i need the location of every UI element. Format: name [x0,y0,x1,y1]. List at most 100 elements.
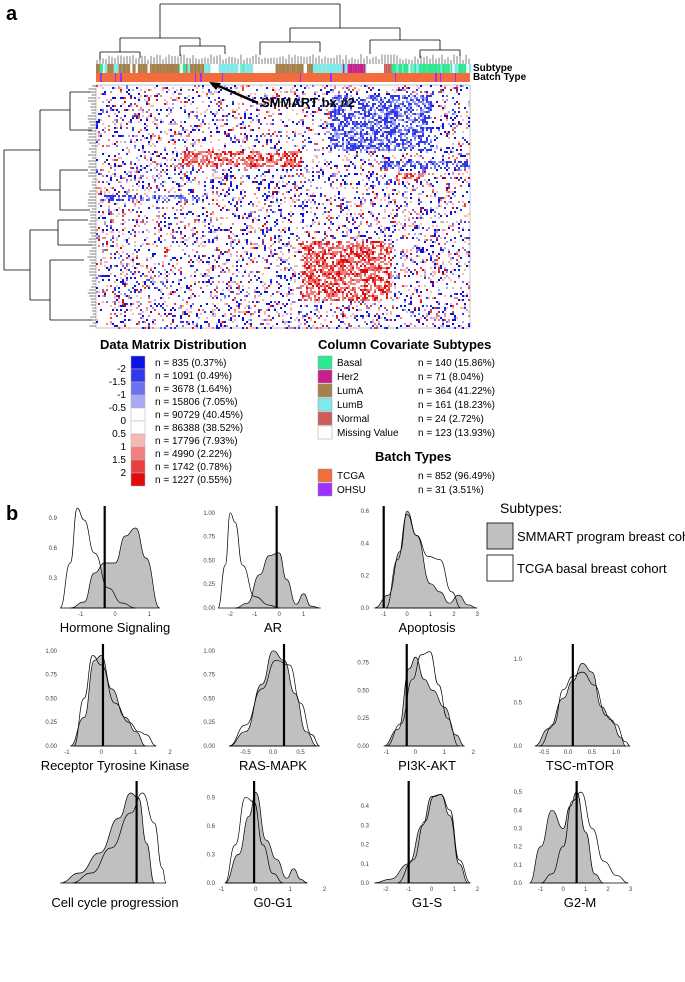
heatmap-cell [188,211,190,213]
heatmap-cell [306,171,308,173]
subtype-cell [454,64,458,73]
heatmap-cell [346,101,348,103]
heatmap-cell [174,143,176,145]
heatmap-cell [304,181,306,183]
heatmap-cell [230,167,232,169]
heatmap-cell [448,185,450,187]
heatmap-cell [174,173,176,175]
heatmap-cell [420,215,422,217]
heatmap-cell [330,133,332,135]
heatmap-cell [300,173,302,175]
heatmap-cell [372,105,374,107]
heatmap-cell [332,143,334,145]
heatmap-cell [272,253,274,255]
heatmap-cell [272,159,274,161]
heatmap-cell [274,241,276,243]
heatmap-cell [230,177,232,179]
heatmap-cell [344,249,346,251]
heatmap-cell [154,123,156,125]
heatmap-cell [354,139,356,141]
heatmap-cell [312,171,314,173]
heatmap-cell [338,109,340,111]
subtype-cell [316,64,319,73]
heatmap-cell [292,247,294,249]
heatmap-cell [276,197,278,199]
heatmap-cell [398,111,400,113]
heatmap-cell [184,109,186,111]
heatmap-cell [210,157,212,159]
heatmap-cell [420,95,422,97]
heatmap-cell [164,157,166,159]
heatmap-cell [210,93,212,95]
heatmap-cell [360,123,362,125]
heatmap-cell [390,95,392,97]
heatmap-cell [404,255,406,257]
heatmap-cell [270,229,272,231]
heatmap-cell [384,113,386,115]
heatmap-cell [274,237,276,239]
heatmap-cell [420,149,422,151]
heatmap-cell [368,193,370,195]
heatmap-cell [288,229,290,231]
heatmap-cell [228,201,230,203]
heatmap-cell [212,151,214,153]
heatmap-cell [136,183,138,185]
heatmap-cell [214,231,216,233]
heatmap-cell [224,251,226,253]
heatmap-cell [398,131,400,133]
heatmap-cell [388,151,390,153]
heatmap-cell [336,165,338,167]
heatmap-cell [214,237,216,239]
heatmap-cell [410,249,412,251]
heatmap-cell [448,131,450,133]
heatmap-cell [334,105,336,107]
heatmap-cell [310,185,312,187]
heatmap-cell [380,97,382,99]
heatmap-cell [142,135,144,137]
heatmap-cell [398,113,400,115]
heatmap-cell [174,99,176,101]
heatmap-cell [430,109,432,111]
heatmap-cell [216,113,218,115]
heatmap-cell [394,115,396,117]
heatmap-cell [180,163,182,165]
heatmap-cell [332,99,334,101]
heatmap-cell [314,253,316,255]
heatmap-cell [154,135,156,137]
heatmap-cell [230,237,232,239]
heatmap-cell [392,123,394,125]
heatmap-cell [348,209,350,211]
heatmap-cell [412,161,414,163]
heatmap-cell [158,187,160,189]
heatmap-cell [206,197,208,199]
heatmap-cell [404,223,406,225]
heatmap-cell [420,163,422,165]
heatmap-cell [182,129,184,131]
heatmap-cell [418,125,420,127]
heatmap-cell [362,139,364,141]
heatmap-cell [258,103,260,105]
heatmap-cell [174,139,176,141]
batch-cell-ohsu [440,73,441,82]
heatmap-cell [312,253,314,255]
subtype-cell [442,64,446,73]
heatmap-cell [350,229,352,231]
heatmap-cell [140,211,142,213]
heatmap-cell [406,205,408,207]
heatmap-cell [292,201,294,203]
heatmap-cell [372,201,374,203]
heatmap-cell [364,117,366,119]
heatmap-cell [256,205,258,207]
heatmap-cell [454,177,456,179]
heatmap-cell [310,257,312,259]
heatmap-cell [308,231,310,233]
heatmap-cell [176,99,178,101]
heatmap-cell [356,241,358,243]
heatmap-cell [344,105,346,107]
heatmap-cell [314,215,316,217]
heatmap-cell [444,113,446,115]
heatmap-cell [180,121,182,123]
heatmap-cell [448,251,450,253]
heatmap-cell [312,85,314,87]
heatmap-cell [188,223,190,225]
